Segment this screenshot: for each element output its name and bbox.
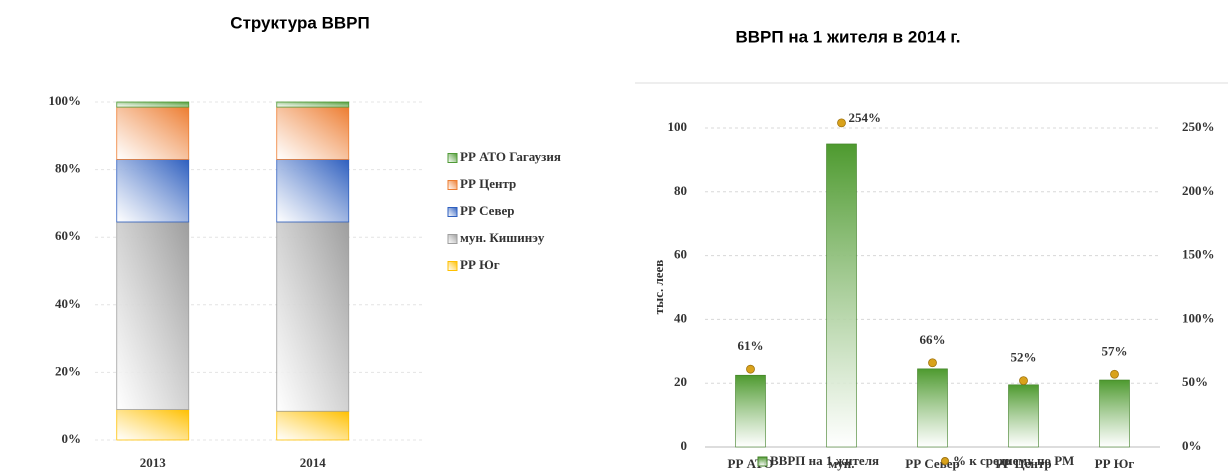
dot — [1019, 376, 1028, 386]
y-tick-label: 80 — [674, 183, 687, 198]
x-tick-label: мун.Кишинэу — [814, 456, 869, 474]
bar — [1099, 379, 1130, 448]
x-tick-label: 2013 — [140, 455, 167, 470]
y2-tick-label: 200% — [1182, 183, 1215, 198]
y2-tick-label: 150% — [1182, 247, 1215, 262]
y-tick-label: 20% — [55, 363, 81, 378]
data-label: 66% — [920, 332, 946, 347]
data-label: 57% — [1102, 343, 1128, 358]
legend-swatch — [447, 234, 458, 244]
legend-swatch — [447, 153, 458, 163]
dot — [746, 364, 755, 374]
y-tick-label: 60 — [674, 247, 687, 262]
data-label: 61% — [738, 338, 764, 353]
y-tick-label: 20 — [674, 374, 687, 389]
bar-segment — [276, 159, 350, 223]
dot — [928, 358, 937, 368]
bar-segment — [116, 221, 190, 410]
bar-segment — [116, 409, 190, 441]
y-tick-label: 40% — [55, 296, 81, 311]
chart-title: Структура ВВРП — [230, 13, 369, 32]
bar-segment — [116, 101, 190, 108]
y-tick-label: 40 — [674, 310, 687, 325]
legend-swatch — [447, 180, 458, 190]
y-tick-label: 0% — [62, 431, 82, 446]
y2-tick-label: 100% — [1182, 310, 1215, 325]
y2-tick-label: 250% — [1182, 119, 1215, 134]
legend-label: РР Юг — [460, 257, 500, 272]
bar-segment — [116, 159, 190, 223]
bar-segment — [276, 101, 350, 108]
chart-title: ВВРП на 1 жителя в 2014 г. — [735, 27, 960, 46]
legend-swatch — [447, 261, 458, 271]
legend-dot — [941, 457, 949, 465]
y-tick-label: 100 — [668, 119, 688, 134]
legend-label: РР Центр — [460, 176, 516, 191]
y-tick-label: 0 — [681, 438, 688, 453]
x-tick-label: РР Центр — [995, 456, 1051, 471]
y-tick-label: 100% — [49, 93, 82, 108]
legend-label: РР Север — [460, 203, 514, 218]
bar-segment — [276, 221, 350, 412]
y2-tick-label: 0% — [1182, 438, 1202, 453]
dot — [1110, 369, 1119, 379]
legend-swatch — [447, 207, 458, 217]
legend-label: мун. Кишинэу — [460, 230, 545, 245]
bar-segment — [276, 410, 350, 441]
y-axis-label: тыс. леев — [651, 260, 666, 315]
bar — [826, 143, 857, 448]
bar — [917, 368, 948, 448]
bar-segment — [276, 106, 350, 160]
y2-tick-label: 50% — [1182, 374, 1208, 389]
bar-segment — [116, 106, 190, 160]
x-tick-label: РР Юг — [1095, 456, 1135, 471]
dot — [837, 118, 846, 128]
data-label: 254% — [849, 110, 882, 125]
y-tick-label: 60% — [55, 228, 81, 243]
data-label: 52% — [1011, 350, 1037, 365]
legend-swatch — [757, 456, 768, 467]
x-tick-label: РР Север — [905, 456, 959, 471]
y-tick-label: 80% — [55, 161, 81, 176]
legend-label: ВВРП на 1 жителя — [770, 453, 879, 468]
legend-label: РР АТО Гагаузия — [460, 149, 561, 164]
bar — [735, 374, 766, 448]
x-tick-label: 2014 — [300, 455, 327, 470]
legend-label: % к среднему по РМ — [953, 453, 1074, 468]
bar — [1008, 384, 1039, 448]
